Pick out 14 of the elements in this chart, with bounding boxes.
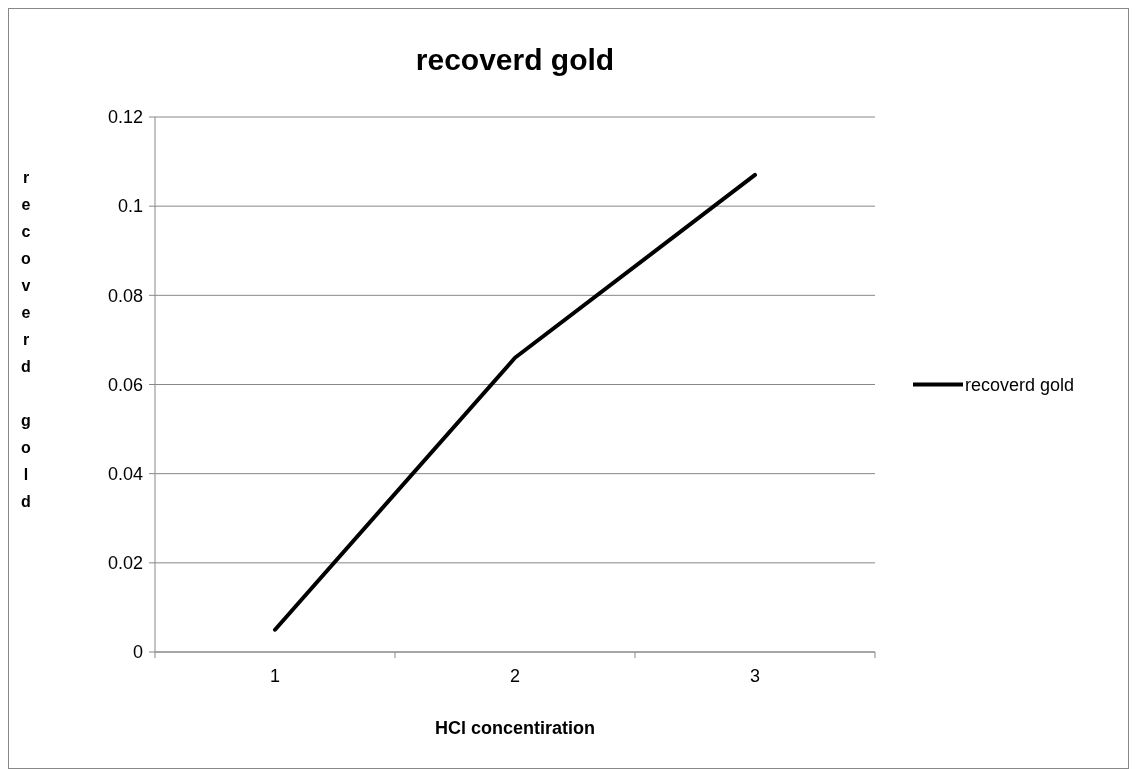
- x-axis-title: HCl concentiration: [434, 718, 596, 738]
- y-tick-label: 0.12: [107, 107, 143, 128]
- y-tick-label: 0.08: [107, 285, 143, 306]
- chart-title: recoverd gold: [415, 43, 615, 76]
- y-tick-label: 0: [132, 642, 143, 663]
- x-tick-label: 1: [269, 666, 281, 686]
- y-tick-label: 0.1: [117, 196, 143, 217]
- y-tick-label: 0.06: [107, 374, 143, 395]
- text: recoverd gold: [21, 169, 31, 510]
- legend-label: recoverd gold: [965, 374, 1075, 395]
- x-tick-label: 2: [509, 666, 521, 686]
- y-tick-label: 0.02: [107, 553, 143, 574]
- x-tick-label: 3: [749, 666, 761, 686]
- y-tick-label: 0.04: [107, 463, 143, 484]
